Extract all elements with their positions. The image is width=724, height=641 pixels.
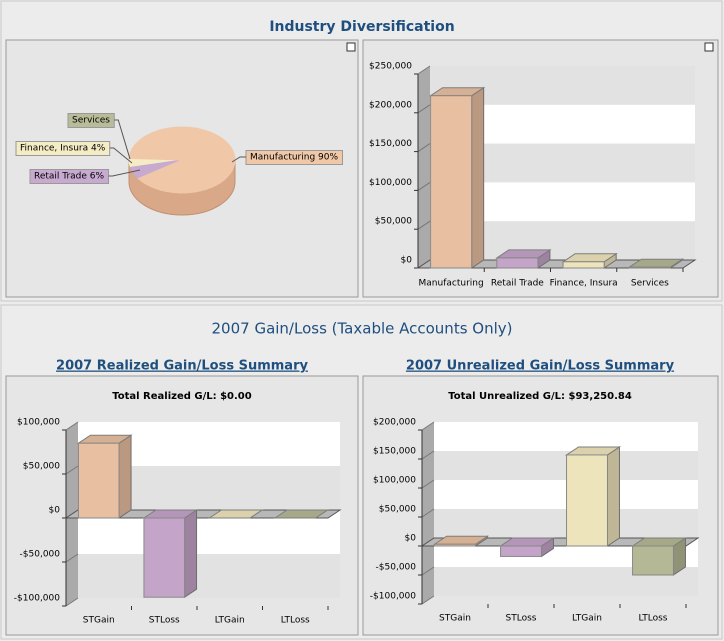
x-tick-label: LTLoss xyxy=(638,614,667,624)
y-tick-label: $0 xyxy=(49,506,61,516)
bar xyxy=(496,257,539,269)
x-tick-label: LTGain xyxy=(215,616,245,626)
maximize-icon[interactable] xyxy=(704,42,714,52)
grid-line xyxy=(421,421,435,431)
x-tick-label: STLoss xyxy=(506,614,537,624)
y-tick-label: $100,000 xyxy=(17,418,60,428)
chart-subtitle: Total Unrealized G/L: $93,250.84 xyxy=(448,391,632,402)
maximize-icon[interactable] xyxy=(346,42,356,52)
leader-line xyxy=(231,156,246,163)
pie-label: Manufacturing 90% xyxy=(250,153,338,163)
grid-line xyxy=(417,181,431,191)
grid-line xyxy=(421,566,435,576)
side-wall xyxy=(418,66,430,268)
y-tick-label: $50,000 xyxy=(23,462,60,472)
y-tick-label: $150,000 xyxy=(369,139,412,149)
leader-line xyxy=(114,119,131,160)
y-tick-label: -$100,000 xyxy=(370,592,416,602)
bar-top xyxy=(273,509,330,519)
y-tick-label: $200,000 xyxy=(373,418,416,428)
y-tick-label: $150,000 xyxy=(373,447,416,457)
grid-line xyxy=(417,104,431,114)
grid-line xyxy=(417,220,431,230)
x-tick-label: Finance, Insura xyxy=(550,279,618,289)
pie-label: Finance, Insura 4% xyxy=(20,144,106,154)
x-tick-label: Services xyxy=(631,279,669,289)
x-tick-label: STGain xyxy=(83,616,115,626)
section-title: 2007 Gain/Loss (Taxable Accounts Only) xyxy=(212,320,513,338)
y-tick-label: -$50,000 xyxy=(376,563,417,573)
leader-line xyxy=(109,147,133,164)
pie-label: Retail Trade 6% xyxy=(34,172,105,182)
y-tick-label: $0 xyxy=(401,256,413,266)
grid-line xyxy=(65,597,79,607)
x-tick-label: Retail Trade xyxy=(491,279,544,289)
x-tick-label: LTGain xyxy=(572,614,602,624)
grid-line xyxy=(421,479,435,489)
chart-link[interactable]: 2007 Realized Gain/Loss Summary xyxy=(56,359,308,374)
bar xyxy=(434,543,476,547)
y-tick-label: $50,000 xyxy=(375,217,412,227)
y-tick-label: -$100,000 xyxy=(14,594,60,604)
x-tick-label: STGain xyxy=(439,614,471,624)
grid-line xyxy=(417,143,431,153)
grid-line xyxy=(417,65,431,75)
wall-band xyxy=(434,480,698,509)
bar xyxy=(143,517,186,598)
bar xyxy=(430,95,473,269)
grid-line xyxy=(421,508,435,518)
y-tick-label: -$50,000 xyxy=(20,550,61,560)
grid-line xyxy=(65,421,79,431)
bar xyxy=(566,454,608,547)
chart-subtitle: Total Realized G/L: $0.00 xyxy=(112,391,252,402)
y-tick-label: $50,000 xyxy=(379,505,416,515)
bar-side xyxy=(606,446,620,547)
grid-line xyxy=(421,595,435,605)
grid-line xyxy=(65,553,79,563)
x-tick-label: LTLoss xyxy=(281,616,310,626)
pie-slice xyxy=(128,126,236,194)
section-title: Industry Diversification xyxy=(269,19,454,35)
bar xyxy=(77,442,120,519)
bar xyxy=(562,261,605,269)
y-tick-label: $0 xyxy=(405,534,417,544)
chart-link[interactable]: 2007 Unrealized Gain/Loss Summary xyxy=(406,359,675,374)
bar xyxy=(500,545,542,557)
wall-band xyxy=(434,422,698,451)
y-tick-label: $100,000 xyxy=(373,476,416,486)
bar xyxy=(632,545,674,576)
bar-top xyxy=(207,509,264,519)
x-tick-label: STLoss xyxy=(149,616,180,626)
bar xyxy=(628,266,671,269)
grid-line xyxy=(65,465,79,475)
bar-side xyxy=(184,509,198,599)
x-tick-label: Manufacturing xyxy=(419,279,484,289)
pie-label: Services xyxy=(72,116,110,126)
y-tick-label: $200,000 xyxy=(369,100,412,110)
leader-line xyxy=(108,169,141,177)
bar-side xyxy=(471,86,485,269)
grid-line xyxy=(421,450,435,460)
y-tick-label: $100,000 xyxy=(369,178,412,188)
y-tick-label: $250,000 xyxy=(369,62,412,72)
bar-side xyxy=(118,434,132,519)
